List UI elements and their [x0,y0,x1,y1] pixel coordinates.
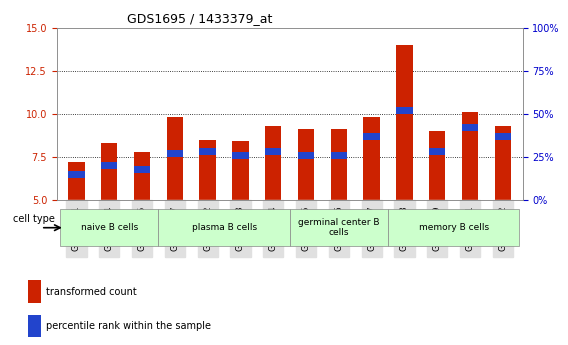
Bar [298,129,314,200]
Bar [265,148,282,155]
Bar [396,45,413,200]
Bar [364,117,380,200]
Bar [134,166,151,172]
Bar [199,140,216,200]
Bar [199,148,216,155]
Text: memory B cells: memory B cells [419,223,488,232]
FancyBboxPatch shape [388,209,519,246]
Bar [265,126,282,200]
Text: cell type: cell type [13,215,55,224]
Text: germinal center B
cells: germinal center B cells [298,218,379,237]
Bar [166,117,183,200]
Text: percentile rank within the sample: percentile rank within the sample [47,321,211,331]
Bar [134,152,151,200]
Bar [331,129,347,200]
Text: GDS1695 / 1433379_at: GDS1695 / 1433379_at [127,12,272,25]
Bar [462,112,478,200]
Bar [462,124,478,131]
Bar [331,152,347,159]
Bar [232,152,249,159]
FancyBboxPatch shape [60,209,158,246]
Bar [101,162,118,169]
FancyBboxPatch shape [290,209,388,246]
Text: plasma B cells: plasma B cells [191,223,257,232]
Bar [495,133,511,140]
Bar [429,131,445,200]
FancyBboxPatch shape [158,209,290,246]
Bar [28,315,41,337]
Bar [495,126,511,200]
Bar [429,148,445,155]
Bar [298,152,314,159]
Bar [232,141,249,200]
Text: naive B cells: naive B cells [81,223,138,232]
Bar [364,133,380,140]
Bar [28,280,41,303]
Bar [68,162,85,200]
Bar [101,143,118,200]
Text: transformed count: transformed count [47,287,137,297]
Bar [166,150,183,157]
Bar [396,107,413,114]
Bar [68,171,85,178]
